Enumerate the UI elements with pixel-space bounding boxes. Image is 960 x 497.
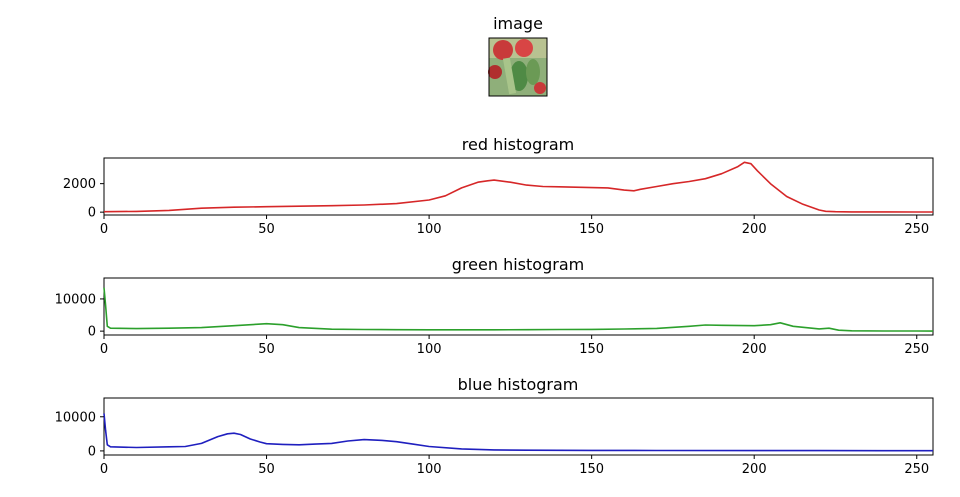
green-x-tick-label: 250	[904, 342, 929, 357]
red-histogram-title: red histogram	[462, 135, 574, 154]
blue-x-tick-label: 50	[258, 462, 275, 477]
green-y-tick-label: 0	[88, 325, 96, 340]
red-x-tick-label: 0	[100, 222, 108, 237]
blue-histogram-title: blue histogram	[458, 375, 579, 394]
blue-histogram-axes: blue histogram 0 50 100 150 200 250 0 10000	[55, 375, 934, 477]
red-y-tick-label: 0	[88, 206, 96, 221]
blue-histogram-plot: 0 50 100 150 200 250 0 10000	[55, 410, 933, 477]
red-histogram-axes: red histogram 0 50 100 150 200 250 0 2000	[63, 135, 934, 237]
fruit-photo-thumbnail-icon	[488, 37, 548, 97]
blue-x-tick-label: 150	[579, 462, 604, 477]
blue-x-tick-label: 250	[904, 462, 929, 477]
blue-histogram-frame	[103, 397, 934, 456]
red-x-tick-label: 150	[579, 222, 604, 237]
blue-x-tick-label: 0	[100, 462, 108, 477]
red-histogram-line	[103, 161, 933, 213]
blue-x-tick-label: 100	[417, 462, 442, 477]
image-panel: image	[488, 14, 548, 97]
green-x-tick-label: 100	[417, 342, 442, 357]
red-x-tick-label: 200	[742, 222, 767, 237]
green-histogram-axes: green histogram 0 50 100 150 200 250 0 10000	[55, 255, 934, 357]
image-title: image	[493, 14, 543, 33]
green-histogram-line	[103, 287, 934, 332]
blue-x-tick-label: 200	[742, 462, 767, 477]
green-x-tick-label: 200	[742, 342, 767, 357]
green-x-tick-label: 0	[100, 342, 108, 357]
red-y-tick-label: 2000	[63, 177, 96, 192]
green-histogram-frame	[103, 277, 934, 336]
green-y-tick-label: 10000	[55, 292, 96, 307]
green-x-tick-label: 150	[579, 342, 604, 357]
red-histogram-plot: 0 50 100 150 200 250 0 2000	[63, 161, 933, 237]
blue-y-tick-label: 10000	[55, 410, 96, 425]
red-x-tick-label: 100	[417, 222, 442, 237]
blue-y-tick-label: 0	[88, 444, 96, 459]
red-x-tick-label: 50	[258, 222, 275, 237]
green-x-tick-label: 50	[258, 342, 275, 357]
blue-histogram-line	[103, 413, 933, 452]
green-histogram-plot: 0 50 100 150 200 250 0 10000	[55, 287, 934, 357]
red-histogram-frame	[103, 157, 934, 216]
green-histogram-title: green histogram	[452, 255, 584, 274]
red-x-tick-label: 250	[904, 222, 929, 237]
